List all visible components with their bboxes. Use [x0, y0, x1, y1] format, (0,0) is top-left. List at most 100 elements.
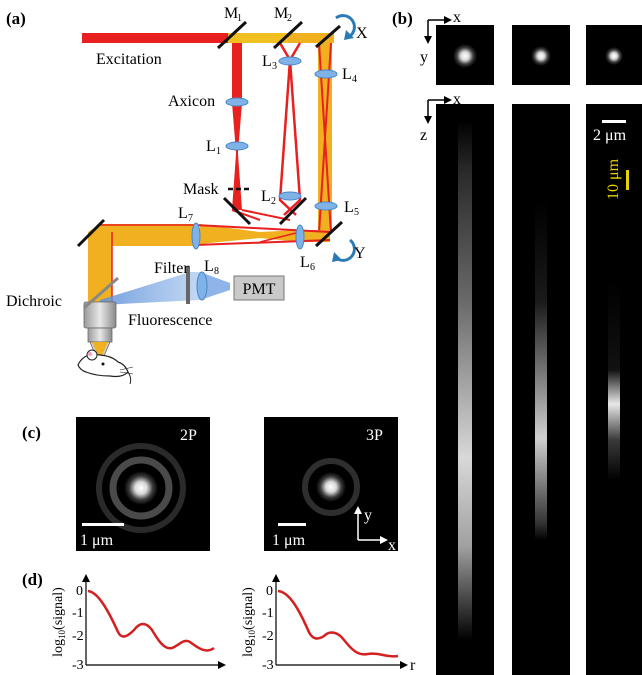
objective-body [83, 301, 117, 329]
svg-text:log10(signal): log10(signal) [51, 587, 67, 657]
ylabel-right: log10(signal) [241, 587, 257, 657]
scan-mirror-x [315, 24, 341, 49]
spot-3p [316, 472, 346, 502]
rotate-x-icon [335, 14, 356, 38]
psf-images-panel: (b) x y x z [392, 9, 642, 675]
xy-spot-2 [531, 46, 551, 66]
xy-axes-icon-3p: y x [354, 506, 396, 554]
ylabel-left: log10(signal) [51, 587, 67, 657]
xy-spot-3 [605, 47, 623, 65]
mirror-lower-left [222, 196, 252, 226]
dichroic-label: Dichroic [6, 293, 62, 310]
m1-label: M1 [224, 5, 242, 24]
xy-axis-y-label: y [420, 49, 428, 66]
lens-l5 [314, 201, 338, 211]
mirror-lower-right [278, 196, 308, 226]
scale-axial-label: 10 μm [605, 158, 622, 200]
scan-mirror-y [314, 220, 344, 248]
svg-text:6: 6 [310, 262, 315, 273]
m2-label: M2 [274, 5, 292, 24]
tick-right-3: -3 [262, 658, 274, 673]
svg-text:L: L [204, 258, 214, 275]
excitation-beam [82, 33, 228, 43]
scan-x-label: X [356, 25, 368, 42]
xy-axes-icon: x y [420, 9, 461, 66]
profile-curve-2p [87, 589, 215, 652]
beam-axicon-path [232, 43, 242, 103]
xz-axes-icon: x z [420, 91, 461, 144]
svg-text:L: L [261, 188, 271, 205]
panel-label-d: (d) [22, 570, 43, 589]
svg-text:L: L [206, 138, 216, 155]
svg-text:L: L [262, 53, 272, 70]
beam-m1-m2 [228, 33, 288, 43]
svg-text:2: 2 [287, 13, 292, 24]
tick-right-1: -1 [262, 606, 274, 621]
mouse-icon [77, 349, 134, 385]
tick-left-1: -1 [72, 606, 84, 621]
beam-m2-x [288, 33, 334, 43]
svg-text:3: 3 [272, 61, 277, 72]
svg-text:4: 4 [352, 74, 357, 85]
svg-text:L: L [344, 199, 354, 216]
svg-text:5: 5 [354, 207, 359, 218]
scale-bar-3p [278, 523, 306, 526]
label-3p: 3P [366, 427, 383, 444]
axicon-label: Axicon [168, 93, 215, 110]
focus-cone [92, 342, 108, 360]
panel-label-c: (c) [22, 423, 41, 442]
spot-2p [124, 471, 158, 505]
excitation-label: Excitation [96, 51, 162, 68]
psf-2p-3p-panel: (c) 2P 1 μm 3P 1 μm y x [22, 417, 398, 554]
scale-3p-label: 1 μm [272, 532, 306, 549]
mirror-m2 [272, 20, 304, 50]
pmt-label: PMT [243, 281, 276, 298]
label-2p: 2P [180, 427, 197, 444]
svg-text:x: x [388, 537, 396, 554]
xlabel-right: r [410, 657, 416, 674]
panel-label-a: (a) [6, 9, 26, 28]
mirror-m1 [216, 20, 248, 50]
scale-bar-axial [626, 170, 629, 190]
scale-bar-lateral [602, 120, 626, 123]
lens-l8 [196, 271, 208, 301]
lens-l7 [191, 222, 201, 250]
beam-relay-2 [278, 42, 302, 216]
xy-spot-1 [453, 44, 477, 68]
svg-text:M: M [224, 5, 238, 22]
pmt-box [233, 275, 285, 301]
tick-left-3: -3 [72, 658, 84, 673]
beam-l7-mirror [88, 224, 195, 246]
tick-right-2: -2 [262, 629, 274, 644]
panel-label-b: (b) [392, 9, 413, 28]
tick-right-0: 0 [266, 584, 273, 599]
svg-text:L: L [342, 66, 352, 83]
scale-2p-label: 1 μm [80, 532, 114, 549]
fluorescence-beam [100, 272, 200, 305]
lens-l2 [278, 191, 302, 201]
svg-text:2: 2 [271, 196, 276, 207]
lens-l3 [278, 56, 302, 66]
profile-curve-3p [277, 589, 399, 658]
scale-bar-2p [82, 523, 124, 526]
beam-down-objective [88, 232, 112, 302]
scan-y-label: Y [354, 245, 366, 262]
svg-text:1: 1 [237, 13, 242, 24]
profile-plots-panel: (d) log10(signal) 0 -1 -2 -3 log10(signa… [22, 570, 416, 674]
scale-lateral-label: 2 μm [593, 127, 627, 144]
lens-l4 [314, 69, 338, 79]
xz-axis-x-label: x [453, 91, 461, 108]
fluorescence-label: Fluorescence [128, 312, 212, 329]
dichroic-mirror [83, 276, 119, 310]
filter-label: Filter [154, 260, 189, 277]
svg-text:1: 1 [216, 146, 221, 157]
lens-l1 [225, 141, 249, 151]
